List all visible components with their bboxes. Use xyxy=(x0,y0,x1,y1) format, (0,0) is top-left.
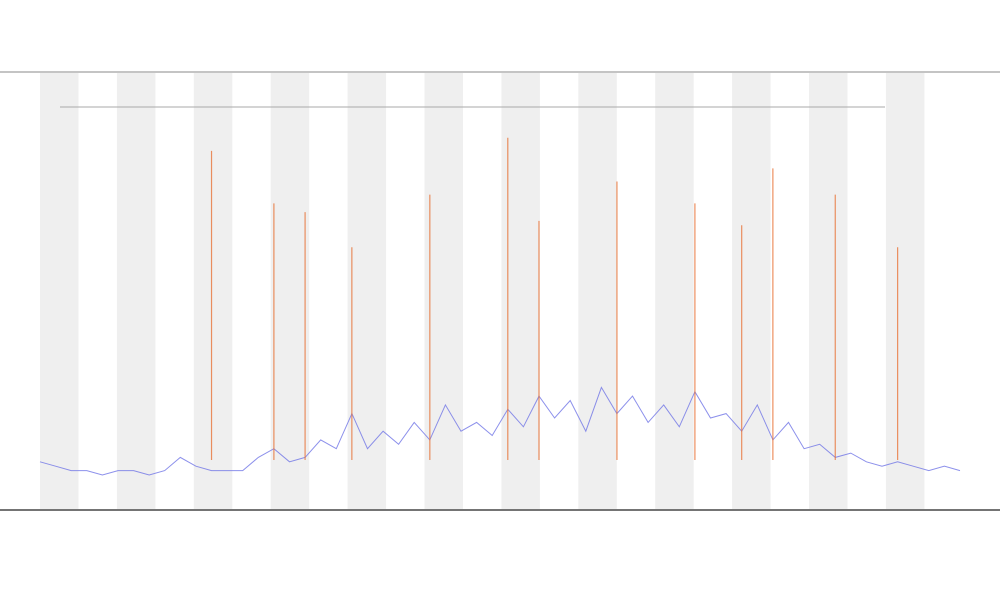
band xyxy=(193,73,233,509)
band xyxy=(501,73,540,509)
band xyxy=(655,73,694,509)
band xyxy=(40,73,79,509)
band xyxy=(116,73,156,509)
background-bands xyxy=(40,73,925,509)
band xyxy=(732,73,771,509)
band xyxy=(809,73,848,509)
series-line xyxy=(39,386,961,476)
band xyxy=(578,73,617,509)
band xyxy=(347,73,387,509)
band xyxy=(885,73,925,509)
band xyxy=(270,73,310,509)
